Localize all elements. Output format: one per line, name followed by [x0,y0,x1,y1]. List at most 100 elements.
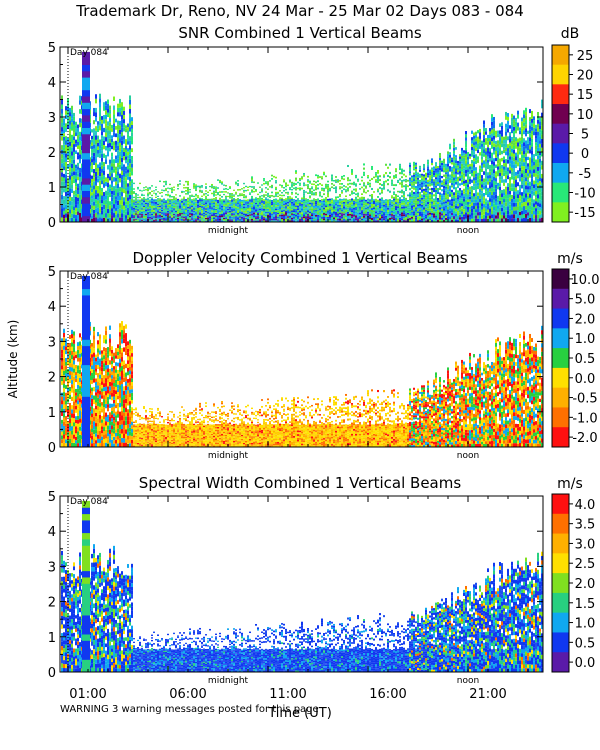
data-cell [427,168,429,171]
data-cell [301,208,303,211]
data-cell [375,198,377,201]
data-cell [395,194,397,197]
data-cell [155,200,157,202]
data-cell [289,187,291,189]
data-cell [157,198,159,200]
data-cell [197,201,199,204]
data-cell [465,163,467,167]
data-cell [175,205,177,207]
data-cell [253,201,255,204]
data-cell [247,207,249,210]
data-cell [375,214,377,217]
data-cell [215,206,217,208]
data-cell [401,210,403,213]
data-cell [163,201,165,203]
data-cell [71,205,73,210]
data-cell [165,204,167,206]
data-cell [95,167,97,172]
data-cell [183,216,185,218]
data-cell [263,179,265,182]
data-cell [369,185,371,188]
data-cell [171,204,173,207]
data-cell [331,208,333,211]
data-cell [455,187,457,190]
data-cell [459,168,461,172]
data-cell [429,173,431,176]
data-cell [157,208,159,210]
data-cell [181,203,183,205]
data-cell [157,206,159,208]
data-cell [443,167,445,171]
data-cell [503,166,505,170]
data-cell [95,203,97,209]
data-cell [95,144,97,149]
plot-area [59,46,544,223]
data-cell [103,192,105,197]
data-cell [509,194,511,198]
data-cell [451,178,453,181]
data-cell [263,205,265,208]
data-cell [185,200,187,203]
data-cell [103,127,105,133]
data-cell [251,207,253,209]
data-cell [497,212,499,216]
data-cell [309,211,311,214]
data-cell [175,214,177,216]
data-cell [293,184,295,186]
data-cell [357,211,359,213]
page-title: Trademark Dr, Reno, NV 24 Mar - 25 Mar 0… [75,2,524,20]
data-cell [493,180,495,185]
data-cell [269,214,271,217]
data-cell [145,209,147,212]
data-cell [147,192,149,194]
data-cell [391,196,393,199]
data-cell [221,202,223,205]
data-cell [215,218,217,220]
data-cell [473,164,475,168]
data-cell [481,153,483,157]
data-cell [205,187,207,189]
data-cell [203,200,205,202]
data-cell [203,193,205,195]
data-cell [101,206,103,211]
data-cell [135,194,137,196]
data-cell [249,205,251,207]
data-cell [489,131,491,135]
data-cell [373,217,375,219]
data-cell [431,178,433,182]
data-cell [247,199,249,201]
data-cell [207,213,209,215]
data-cell [427,186,429,189]
data-cell [501,125,503,130]
data-cell [361,198,363,201]
data-cell [103,136,105,141]
data-cell [327,193,329,196]
data-cell [161,220,163,222]
data-cell [449,168,451,172]
data-cell [391,200,393,202]
data-cell [225,209,227,212]
data-cell [169,209,171,212]
data-cell [137,218,139,220]
data-cell [197,199,199,202]
data-cell [411,207,413,209]
data-cell [253,215,255,218]
data-cell [503,172,505,177]
data-cell [169,201,171,203]
data-cell [459,158,461,162]
data-cell [253,207,255,210]
data-cell [423,199,425,202]
data-cell [373,176,375,179]
data-cell [493,173,495,177]
data-cell [401,199,403,202]
data-cell [133,216,135,218]
data-cell [321,200,323,203]
data-cell [505,159,507,164]
data-cell [319,213,321,216]
data-cell [201,212,203,215]
data-cell [449,205,451,209]
data-cell [129,122,131,128]
data-cell [487,172,489,176]
data-cell [111,163,113,167]
data-cell [275,216,277,219]
